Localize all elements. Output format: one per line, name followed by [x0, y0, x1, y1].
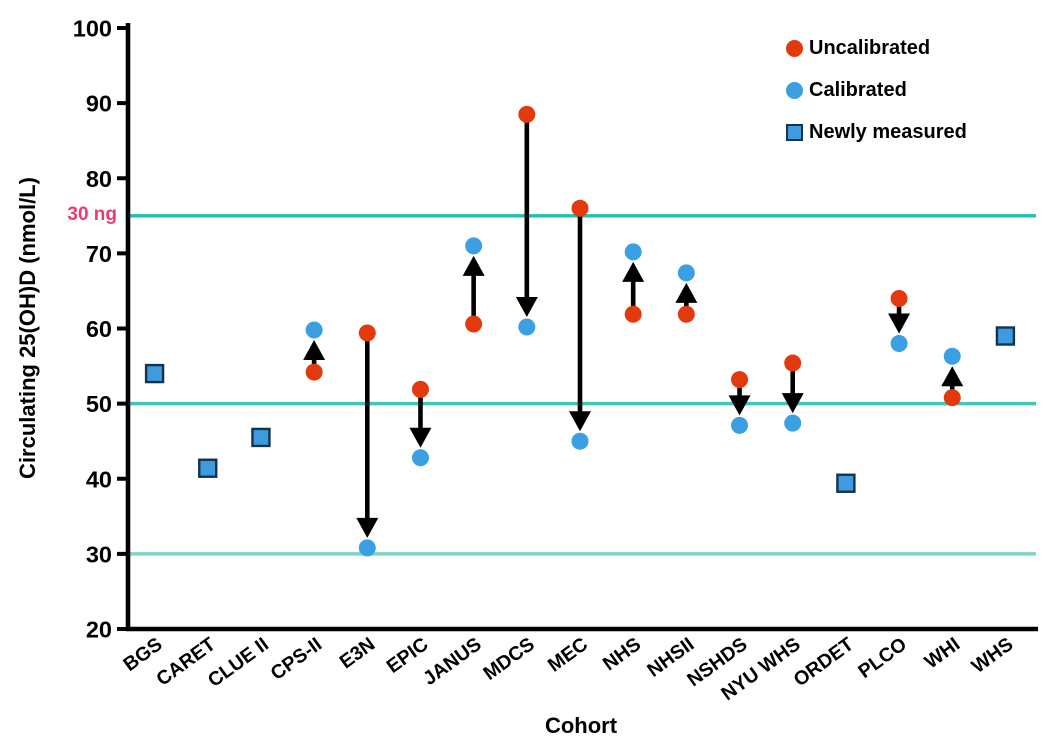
uncalibrated-point-cps-ii	[305, 363, 323, 381]
calibration-arrow-head	[888, 313, 911, 334]
category-label-nhs: NHS	[599, 633, 645, 675]
calibration-arrow-head	[409, 427, 432, 448]
legend: Uncalibrated Calibrated Newly measured	[786, 34, 967, 160]
uncalibrated-dot-icon	[786, 39, 803, 57]
calibration-arrow-head	[781, 393, 804, 414]
uncalibrated-point-whi	[943, 389, 961, 407]
calibration-arrow-head	[622, 261, 645, 282]
uncalibrated-point-epic	[411, 380, 429, 398]
category-label-janus: JANUS	[419, 633, 485, 690]
calibrated-point-whi	[943, 347, 961, 365]
y-tick-label: 20	[86, 617, 112, 643]
calibrated-point-nyu-whs	[784, 414, 802, 432]
calibration-arrow-head	[303, 340, 326, 361]
newly-measured-point-clue-ii	[251, 427, 271, 448]
legend-item-calibrated: Calibrated	[786, 76, 967, 104]
calibration-arrow-head	[462, 255, 485, 276]
newly-measured-square-icon	[786, 123, 803, 141]
uncalibrated-point-nhsii	[677, 305, 695, 323]
legend-item-newly-measured: Newly measured	[786, 118, 967, 146]
calibrated-point-nhsii	[677, 264, 695, 282]
category-label-mec: MEC	[544, 633, 592, 676]
y-tick-label: 70	[86, 241, 112, 267]
calibrated-point-janus	[465, 237, 483, 255]
newly-measured-point-whs	[995, 326, 1016, 346]
y-tick-label: 100	[73, 16, 112, 42]
uncalibrated-point-e3n	[358, 324, 376, 342]
category-label-ordet: ORDET	[790, 633, 858, 691]
newly-measured-point-bgs	[144, 363, 165, 384]
calibration-arrow-head	[569, 411, 591, 432]
reference-line-label-30ng: 30 ng	[67, 204, 117, 225]
category-label-whs: WHS	[968, 633, 1018, 678]
category-label-cps-ii: CPS-II	[267, 633, 326, 685]
category-label-e3n: E3N	[336, 633, 380, 673]
calibrated-point-cps-ii	[305, 321, 323, 339]
category-label-mdcs: MDCS	[479, 633, 538, 685]
calibrated-point-nhs	[624, 243, 642, 261]
x-axis-title: Cohort	[544, 713, 618, 738]
uncalibrated-point-mdcs	[518, 105, 536, 123]
y-tick-label: 40	[86, 466, 112, 492]
y-tick-label: 90	[86, 91, 112, 117]
calibrated-point-nshds	[731, 416, 749, 434]
y-tick-label: 80	[86, 166, 112, 192]
category-label-whi: WHI	[921, 633, 965, 673]
y-tick-label: 60	[86, 316, 112, 342]
uncalibrated-point-nyu-whs	[784, 354, 802, 372]
y-tick-label: 30	[86, 541, 112, 567]
calibrated-point-mec	[571, 432, 589, 450]
legend-label: Newly measured	[809, 120, 967, 143]
uncalibrated-point-mec	[571, 199, 589, 217]
calibration-arrow-head	[356, 517, 379, 538]
calibrated-point-plco	[890, 335, 908, 353]
calibration-arrow-head	[941, 366, 964, 387]
y-tick-label: 50	[86, 391, 112, 417]
calibrated-point-mdcs	[518, 318, 536, 336]
uncalibrated-point-nshds	[731, 371, 749, 389]
newly-measured-point-ordet	[836, 473, 856, 493]
category-label-clue-ii: CLUE II	[204, 633, 273, 692]
uncalibrated-point-nhs	[624, 305, 642, 323]
legend-item-uncalibrated: Uncalibrated	[786, 34, 967, 62]
legend-label: Calibrated	[809, 78, 907, 101]
calibrated-point-epic	[411, 449, 429, 467]
calibration-arrow-head	[728, 395, 751, 416]
uncalibrated-point-plco	[890, 289, 908, 307]
legend-label: Uncalibrated	[809, 36, 931, 59]
category-label-plco: PLCO	[854, 633, 911, 683]
newly-measured-point-caret	[198, 458, 218, 478]
uncalibrated-point-janus	[465, 315, 483, 333]
calibrated-point-e3n	[358, 539, 376, 557]
calibration-arrow-head	[675, 282, 698, 303]
calibrated-dot-icon	[786, 81, 803, 99]
calibration-arrow-head	[515, 296, 538, 317]
